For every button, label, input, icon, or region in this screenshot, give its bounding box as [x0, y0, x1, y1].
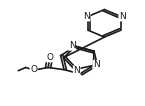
Text: N: N: [119, 12, 126, 21]
Text: N: N: [73, 66, 80, 75]
Text: N: N: [93, 61, 100, 70]
Text: N: N: [69, 41, 75, 50]
Text: O: O: [30, 65, 37, 74]
Text: O: O: [46, 53, 53, 62]
Text: N: N: [83, 12, 90, 21]
